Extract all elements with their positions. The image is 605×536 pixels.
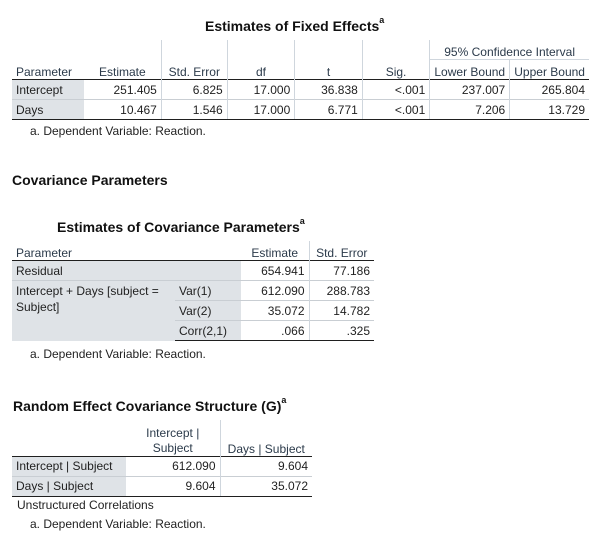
unstructured-note: Unstructured Correlations [17, 498, 154, 512]
col-estimate: Estimate [251, 246, 299, 260]
col-std-error: Std. Error [308, 241, 374, 261]
table-row: Var(2) 35.072 14.782 [12, 300, 374, 321]
ci-header: 95% Confidence Interval [429, 40, 589, 60]
fixed-effects-title: Estimates of Fixed Effectsa [205, 15, 385, 34]
table-row: Intercept | Subject 612.090 9.604 [12, 455, 312, 476]
col-lower-bound: Lower Bound [429, 59, 510, 80]
col-intercept-subject: Intercept | Subject [146, 425, 200, 455]
covariance-footnote: a. Dependent Variable: Reaction. [30, 347, 206, 361]
table-row: Days | Subject 9.604 35.072 [12, 475, 312, 497]
col-parameter: Parameter [16, 246, 73, 260]
random-effect-footnote: a. Dependent Variable: Reaction. [30, 517, 206, 531]
col-std-error: Std. Error [160, 59, 228, 80]
random-effect-table: Intercept | Subject Days | Subject Interc… [12, 420, 312, 497]
col-df: df [226, 59, 295, 80]
table-row: Intercept + Days [subject = Subject] Var(… [12, 280, 374, 341]
table-row: Corr(2,1) .066 .325 [12, 320, 374, 341]
col-t: t [294, 59, 363, 80]
fixed-effects-footnote: a. Dependent Variable: Reaction. [30, 124, 206, 138]
table-row: Intercept 251.405 6.825 17.000 36.838 <.… [12, 79, 589, 100]
table-row: Residual 654.941 77.186 [12, 260, 374, 281]
col-upper-bound: Upper Bound [509, 59, 589, 80]
random-effect-title: Random Effect Covariance Structure (G)a [13, 395, 287, 414]
col-estimate: Estimate [99, 65, 146, 79]
covariance-title: Estimates of Covariance Parametersa [57, 216, 305, 235]
table-row: Days 10.467 1.546 17.000 6.771 <.001 7.2… [12, 99, 589, 120]
group-label: Intercept + Days [subject = Subject] [12, 280, 175, 341]
covariance-section-heading: Covariance Parameters [12, 172, 168, 188]
col-parameter: Parameter [16, 65, 73, 79]
covariance-table: Parameter Estimate Std. Error Residual 6… [12, 241, 374, 341]
col-days-subject: Days | Subject [219, 420, 312, 456]
col-sig: Sig. [361, 59, 430, 80]
fixed-effects-table: 95% Confidence Interval Parameter Estima… [12, 40, 589, 120]
